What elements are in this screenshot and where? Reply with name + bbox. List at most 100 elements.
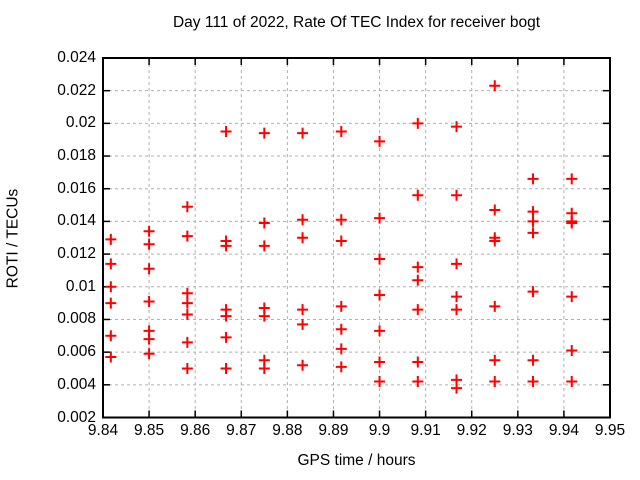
- data-point-marker: [258, 217, 270, 229]
- data-point-marker: [105, 351, 117, 363]
- y-tick-label: 0.01: [65, 277, 96, 295]
- data-point-marker: [489, 376, 501, 388]
- data-point-marker: [220, 331, 232, 343]
- x-tick-label: 9.94: [548, 422, 579, 439]
- data-point-marker: [181, 309, 193, 321]
- data-point-marker: [374, 325, 386, 337]
- data-point-marker: [335, 361, 347, 373]
- data-point-marker: [412, 117, 424, 129]
- y-tick-label: 0.018: [57, 147, 96, 165]
- x-axis-title: GPS time / hours: [297, 452, 416, 469]
- data-point-marker: [143, 348, 155, 360]
- data-point-marker: [489, 80, 501, 92]
- data-point-marker: [181, 201, 193, 213]
- data-point-marker: [527, 173, 539, 185]
- data-point-marker: [335, 323, 347, 335]
- data-point-marker: [258, 240, 270, 252]
- data-point-marker: [335, 126, 347, 138]
- y-tick-label: 0.02: [65, 114, 96, 132]
- y-tick-label: 0.022: [57, 81, 96, 99]
- x-tick-label: 9.92: [456, 422, 487, 439]
- data-point-marker: [527, 286, 539, 298]
- data-point-marker: [220, 362, 232, 374]
- y-tick-label: 0.014: [57, 212, 96, 230]
- data-point-marker: [258, 310, 270, 322]
- data-point-marker: [335, 214, 347, 226]
- data-point-marker: [374, 135, 386, 147]
- data-point-marker: [451, 189, 463, 201]
- data-point-marker: [143, 333, 155, 345]
- data-point-marker: [297, 304, 309, 316]
- data-point-marker: [374, 376, 386, 388]
- x-tick-label: 9.85: [133, 422, 165, 439]
- y-tick-label: 0.016: [57, 179, 96, 197]
- data-point-marker: [527, 376, 539, 388]
- x-tick-label: 9.91: [410, 422, 441, 439]
- data-point-marker: [258, 127, 270, 139]
- data-point-marker: [181, 336, 193, 348]
- data-point-marker: [451, 304, 463, 316]
- data-point-marker: [297, 214, 309, 226]
- data-point-marker: [412, 356, 424, 368]
- data-point-marker: [335, 300, 347, 312]
- plot-border: [102, 57, 611, 419]
- y-tick-label: 0.004: [57, 375, 96, 393]
- data-point-marker: [412, 376, 424, 388]
- data-point-marker: [297, 318, 309, 330]
- data-point-marker: [489, 204, 501, 216]
- data-point-marker: [105, 233, 117, 245]
- y-tick-label: 0.012: [57, 245, 96, 263]
- data-point-marker: [412, 304, 424, 316]
- data-point-marker: [451, 382, 463, 394]
- data-point-marker: [412, 274, 424, 286]
- y-tick-label: 0.024: [57, 49, 96, 66]
- data-point-marker: [527, 227, 539, 239]
- data-point-marker: [566, 291, 578, 303]
- x-tick-label: 9.88: [272, 422, 303, 439]
- data-point-marker: [143, 225, 155, 237]
- data-point-marker: [220, 240, 232, 252]
- data-point-marker: [374, 212, 386, 224]
- data-point-marker: [105, 281, 117, 293]
- data-point-marker: [143, 238, 155, 250]
- data-point-marker: [451, 258, 463, 270]
- x-tick-label: 9.87: [226, 422, 257, 439]
- y-tick-label: 0.008: [57, 310, 96, 328]
- data-point-marker: [105, 258, 117, 270]
- data-point-marker: [297, 232, 309, 244]
- data-point-marker: [143, 295, 155, 307]
- data-point-marker: [527, 215, 539, 227]
- data-point-marker: [181, 287, 193, 299]
- y-tick-label: 0.002: [57, 408, 96, 426]
- data-point-marker: [374, 253, 386, 265]
- x-tick-label: 9.93: [502, 422, 533, 439]
- data-point-marker: [451, 121, 463, 133]
- data-point-marker: [143, 263, 155, 275]
- data-point-marker: [566, 345, 578, 357]
- data-point-marker: [258, 362, 270, 374]
- x-tick-label: 9.86: [180, 422, 211, 439]
- x-tick-label: 9.95: [594, 422, 626, 439]
- data-point-marker: [181, 362, 193, 374]
- data-point-marker: [220, 126, 232, 138]
- data-point-marker: [412, 261, 424, 273]
- x-tick-label: 9.89: [318, 422, 349, 439]
- data-point-marker: [335, 235, 347, 247]
- data-point-marker: [105, 297, 117, 309]
- data-point-marker: [489, 354, 501, 366]
- data-point-marker: [105, 330, 117, 342]
- y-tick-label: 0.006: [57, 343, 96, 361]
- data-point-marker: [489, 300, 501, 312]
- data-point-marker: [181, 297, 193, 309]
- data-point-marker: [181, 230, 193, 242]
- data-point-marker: [451, 291, 463, 303]
- data-point-marker: [566, 376, 578, 388]
- x-tick-label: 9.84: [87, 422, 119, 439]
- data-point-marker: [220, 310, 232, 322]
- chart-title: Day 111 of 2022, Rate Of TEC Index for r…: [172, 14, 541, 31]
- data-point-marker: [527, 206, 539, 218]
- data-point-marker: [297, 127, 309, 139]
- data-point-marker: [566, 217, 578, 229]
